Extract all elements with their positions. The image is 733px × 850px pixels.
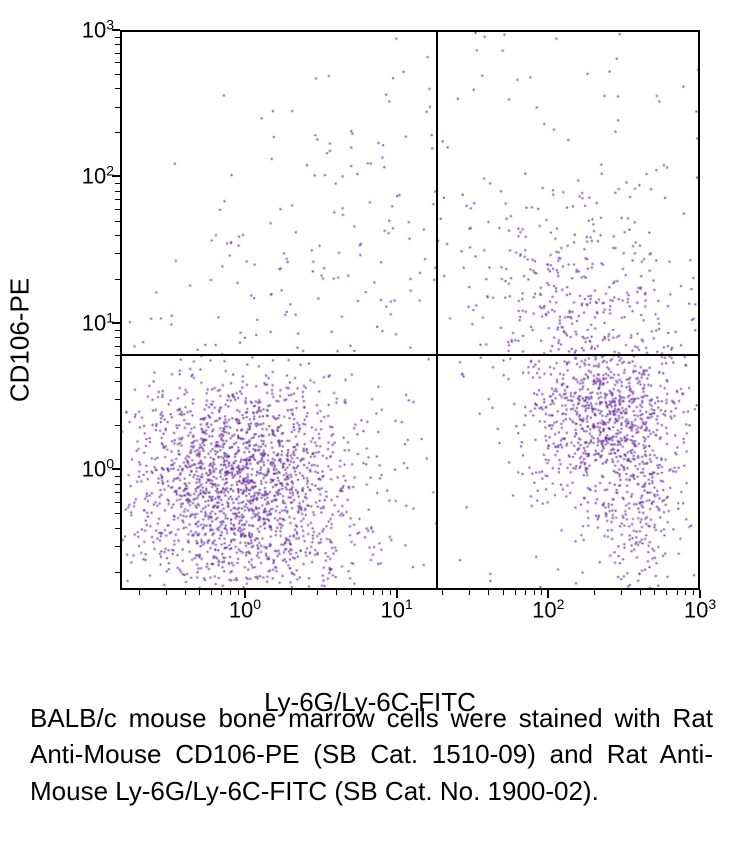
- x-tick-label: 101: [381, 596, 413, 623]
- x-tick-label: 102: [532, 596, 564, 623]
- figure-caption: BALB/c mouse bone marrow cells were stai…: [30, 700, 713, 809]
- x-tick-label: 103: [684, 596, 716, 623]
- y-axis-label: CD106-PE: [5, 278, 36, 402]
- scatter-points: [122, 32, 698, 588]
- flow-cytometry-chart: CD106-PE Ly-6G/Ly-6C-FITC 10010110210310…: [30, 20, 710, 660]
- plot-area: [120, 30, 700, 590]
- y-tick-label: 102: [82, 163, 114, 190]
- y-tick-label: 103: [82, 16, 114, 43]
- x-tick-label: 100: [229, 596, 261, 623]
- quadrant-vertical-line: [436, 32, 438, 588]
- quadrant-horizontal-line: [122, 354, 698, 356]
- y-tick-label: 100: [82, 456, 114, 483]
- y-tick-label: 101: [82, 309, 114, 336]
